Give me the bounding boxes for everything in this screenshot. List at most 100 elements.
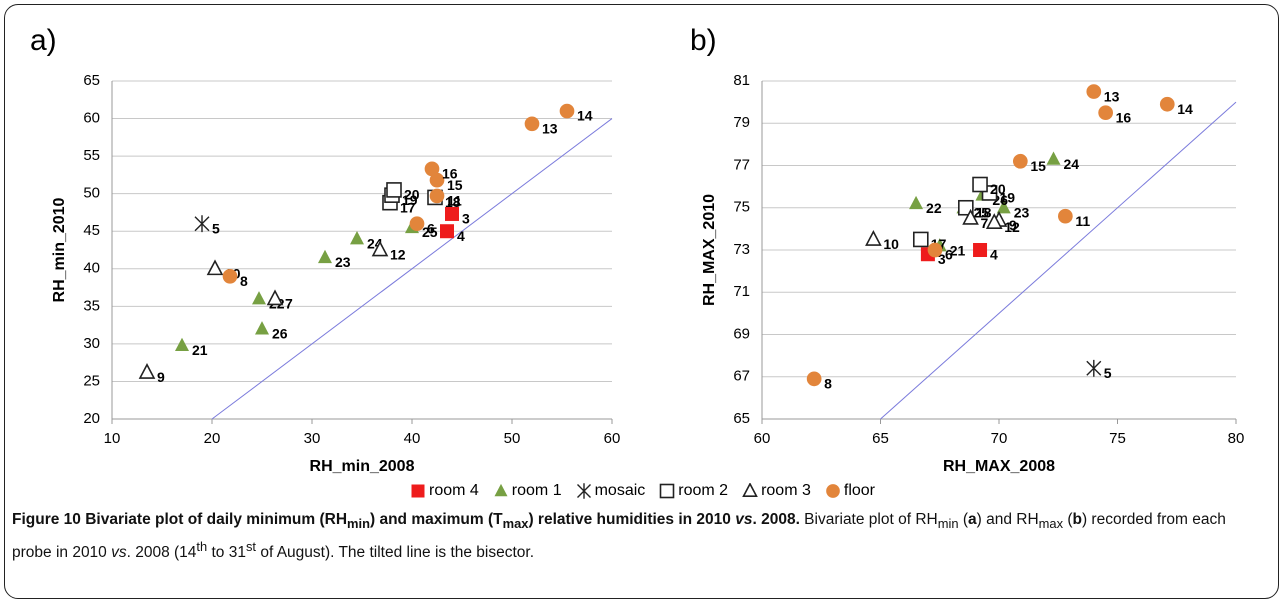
- caption-run: b: [1072, 511, 1082, 528]
- marker: [1086, 84, 1102, 99]
- point-label: 4: [457, 228, 465, 244]
- marker: [1046, 151, 1061, 165]
- point-label: 8: [824, 376, 832, 392]
- y-tick-label: 67: [733, 368, 750, 385]
- marker: [266, 289, 284, 306]
- legend-item: room 1: [493, 482, 562, 500]
- y-tick-label: 79: [733, 114, 750, 131]
- marker: [440, 224, 454, 239]
- marker: [742, 483, 758, 497]
- caption-run: ) recorded from each probe in 2010: [12, 511, 1226, 562]
- x-tick-label: 10: [104, 430, 121, 447]
- y-tick-label: 81: [733, 72, 750, 89]
- point-label: 23: [335, 254, 351, 270]
- marker: [429, 172, 445, 188]
- legend-label: room 3: [761, 482, 811, 499]
- y-tick-label: 77: [733, 156, 750, 173]
- marker: [559, 103, 575, 119]
- marker: [424, 161, 440, 177]
- marker: [445, 206, 459, 221]
- caption-run: min: [347, 516, 370, 532]
- x-tick-label: 65: [872, 430, 889, 447]
- caption-run: . 2008 (14: [126, 544, 197, 562]
- y-axis-title: RH_MAX_2010: [701, 194, 718, 306]
- marker: [962, 208, 979, 225]
- point-label: 11: [1075, 213, 1090, 229]
- y-tick-label: 71: [733, 283, 750, 300]
- marker: [206, 259, 224, 276]
- marker: [909, 195, 924, 210]
- point-label: 11: [447, 193, 462, 209]
- caption-run: a: [967, 511, 977, 528]
- marker: [371, 240, 389, 257]
- legend-marker: [659, 483, 675, 499]
- marker: [996, 200, 1011, 214]
- x-tick-label: 20: [204, 430, 221, 447]
- legend-marker: [411, 484, 425, 498]
- point-label: 21: [950, 242, 966, 258]
- y-tick-label: 65: [733, 410, 750, 427]
- point-label: 18: [976, 204, 992, 220]
- point-label: 12: [390, 247, 406, 263]
- x-tick-label: 40: [404, 430, 421, 447]
- marker: [386, 182, 402, 198]
- caption-run: to 31: [207, 544, 246, 562]
- point-label: 13: [542, 121, 558, 137]
- point-label: 5: [1104, 365, 1112, 381]
- marker: [826, 484, 840, 498]
- point-label: 9: [1009, 217, 1017, 233]
- point-label: 19: [1000, 190, 1016, 206]
- point-label: 13: [1104, 88, 1120, 104]
- marker: [494, 483, 508, 497]
- x-tick-label: 30: [304, 430, 321, 447]
- legend-marker: [826, 484, 840, 498]
- point-label: 24: [1064, 156, 1080, 172]
- marker: [255, 321, 269, 335]
- caption-run: Bivariate plot of RH: [799, 511, 938, 528]
- caption-run: min: [937, 516, 959, 532]
- x-axis-title: RH_MAX_2008: [943, 458, 1055, 475]
- legend-label: room 4: [429, 482, 479, 499]
- x-tick-label: 60: [604, 430, 621, 447]
- x-axis-title: RH_min_2008: [310, 458, 415, 475]
- caption: Figure 10 Bivariate plot of daily minimu…: [12, 508, 1252, 564]
- y-tick-label: 65: [83, 72, 100, 89]
- marker: [1159, 96, 1175, 112]
- x-tick-label: 80: [1228, 430, 1245, 447]
- point-label: 5: [212, 220, 220, 236]
- bisector: [211, 118, 613, 420]
- y-tick-label: 25: [83, 372, 100, 389]
- point-label: 26: [272, 326, 288, 342]
- legend-item: mosaic: [576, 482, 645, 500]
- point-label: 20: [990, 181, 1006, 197]
- caption-run: of August). The tilted line is the bisec…: [256, 544, 535, 562]
- legend-marker: [494, 483, 508, 497]
- marker: [411, 484, 425, 498]
- caption-run: ) and RH: [976, 511, 1039, 528]
- caption-run: ) relative humidities in 2010: [528, 511, 736, 528]
- legend-label: room 1: [511, 482, 562, 499]
- x-tick-label: 60: [754, 430, 771, 447]
- point-label: 8: [240, 273, 248, 289]
- panel-label: b): [690, 24, 717, 57]
- marker: [1012, 153, 1028, 169]
- point-label: 7: [981, 215, 989, 231]
- point-label: 17: [400, 199, 416, 215]
- marker: [429, 188, 445, 204]
- marker: [576, 483, 591, 499]
- caption-run: ) and maximum (T: [369, 511, 503, 528]
- y-tick-label: 40: [83, 260, 100, 277]
- marker: [659, 483, 675, 499]
- marker: [973, 243, 988, 257]
- marker: [318, 249, 332, 264]
- marker: [194, 215, 210, 233]
- point-label: 23: [1014, 204, 1030, 220]
- marker: [350, 231, 364, 245]
- legend: room 4 room 1 mosaic room 2 room 3 floor: [0, 482, 1285, 500]
- point-label: 20: [404, 187, 420, 203]
- y-tick-label: 20: [83, 410, 100, 427]
- caption-run: vs: [735, 511, 753, 528]
